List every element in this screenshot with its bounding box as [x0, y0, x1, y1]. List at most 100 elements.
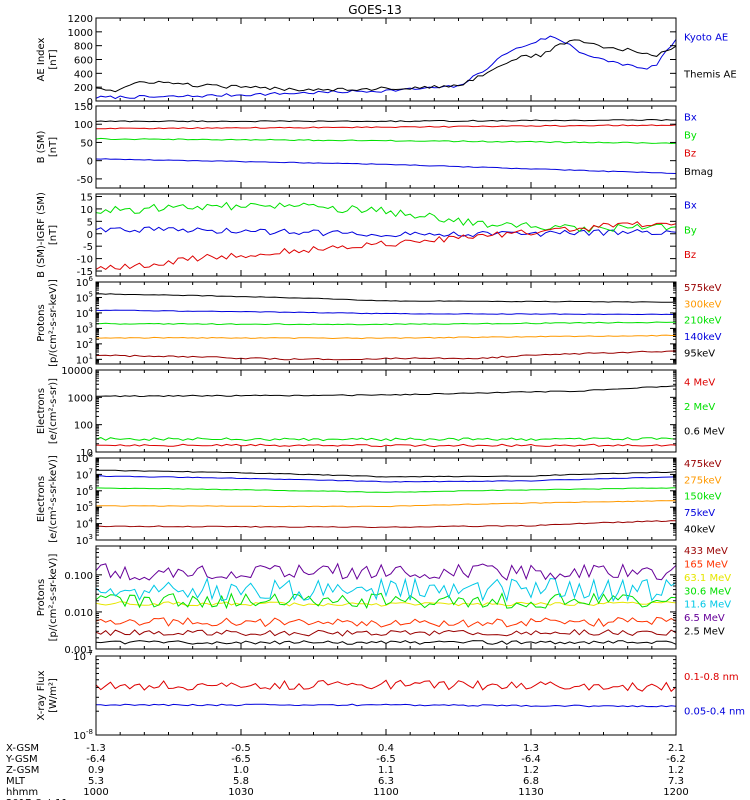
x-row-label: hhmm	[6, 787, 38, 798]
series-group	[96, 201, 676, 271]
x-tick-label: 1.1	[378, 765, 394, 776]
plot-frame	[95, 369, 677, 453]
x-tick-label: 6.3	[378, 776, 394, 787]
x-tick-label: 1.0	[233, 765, 249, 776]
series-line	[96, 703, 676, 708]
x-tick-label: 7.3	[668, 776, 684, 787]
series-line	[96, 487, 676, 493]
y-tick-base: 10	[73, 652, 86, 663]
y-tick-exponent: 3	[89, 321, 93, 329]
y-tick-base: 10	[76, 355, 89, 366]
y-axis-label: [e/(cm²-s-sr-keV)]	[48, 455, 59, 543]
y-tick-label: 100	[74, 421, 93, 432]
series-line	[96, 221, 676, 271]
legend-entry: 4 MeV	[684, 377, 715, 388]
series-line	[96, 39, 676, 93]
legend-entry: Bx	[684, 113, 697, 124]
y-axis-label: B (SM)	[36, 130, 47, 163]
series-line	[96, 385, 676, 398]
panel-bi: -15-10 -50 510 15 B (SM)-IGRF (SM) [nT] Bx By Bz	[36, 192, 697, 278]
legend-entry: 63.1 MeV	[684, 573, 731, 584]
legend-entry: 150keV	[684, 492, 722, 503]
panel-b: -50 0 50 100 150 B (SM) [nT] Bx By Bz Bmag	[36, 102, 713, 189]
y-axis-label: [e/(cm²-s-sr)]	[48, 378, 59, 444]
series-line	[96, 443, 676, 448]
x-tick-label: 0.4	[378, 743, 394, 754]
legend-entry: 2.5 MeV	[684, 626, 725, 637]
series-line	[96, 334, 676, 340]
series-line	[96, 124, 676, 130]
y-axis-label: [p/(cm²-s-sr-keV)]	[48, 279, 59, 367]
panel-e1: 10 100 1000 10000 Electrons [e/(cm²-s-sr)] 4 M…	[36, 366, 725, 459]
series-line	[96, 577, 676, 603]
y-tick-label: 100	[74, 120, 93, 131]
y-tick-label: 10000	[61, 366, 93, 377]
y-tick-label: 10	[80, 205, 93, 216]
legend-entry: 30.6 MeV	[684, 586, 731, 597]
y-tick-label: 104	[76, 306, 94, 320]
series-line	[96, 500, 676, 508]
y-axis-label: Protons	[36, 304, 47, 341]
legend-entry: Bz	[684, 250, 696, 261]
legend-entry: By	[684, 131, 697, 142]
y-tick-label: 105	[76, 500, 93, 514]
series-group	[96, 35, 676, 100]
y-axis-label: Electrons	[36, 388, 47, 434]
y-tick-label: 0	[87, 157, 93, 168]
legend-entry: 95keV	[684, 349, 715, 360]
legend-entry: 475keV	[684, 459, 722, 470]
series-line	[96, 35, 676, 100]
y-tick-base: 10	[76, 470, 89, 481]
y-axis-label: [nT]	[48, 225, 59, 245]
y-tick-label: 800	[74, 42, 93, 53]
y-tick-label: 0	[87, 230, 93, 241]
x-tick-label: 1000	[83, 787, 108, 798]
y-tick-exponent: -8	[86, 728, 93, 736]
y-axis-label: X-ray Flux	[36, 670, 47, 720]
y-axis-label: [W/m²]	[48, 678, 59, 713]
y-tick-exponent: 3	[89, 533, 93, 541]
series-line	[96, 592, 676, 610]
y-tick-label: 102	[76, 337, 93, 351]
series-line	[96, 601, 676, 607]
x-row-label: MLT	[6, 776, 26, 787]
legend-entry: 165 MeV	[684, 560, 728, 571]
x-tick-label: -6.4	[86, 754, 106, 765]
chart-title: GOES-13	[348, 3, 402, 17]
y-tick-exponent: 6	[89, 275, 94, 283]
y-tick-base: 10	[76, 503, 89, 514]
legend-entry: Bmag	[684, 167, 713, 178]
y-tick-base: 10	[76, 293, 89, 304]
legend-entry: Bx	[684, 201, 697, 212]
y-tick-label: 104	[76, 517, 94, 531]
y-tick-base: 10	[76, 278, 89, 289]
x-tick-label: -1.3	[86, 743, 106, 754]
x-tick-label: -6.5	[231, 754, 251, 765]
y-tick-label: 600	[74, 56, 93, 67]
y-axis-label: [p/(cm²-s-sr-keV)]	[48, 554, 59, 642]
x-tick-label: 0.9	[88, 765, 104, 776]
x-tick-label: 1.2	[668, 765, 684, 776]
y-tick-label: 400	[74, 69, 93, 80]
series-line	[96, 475, 676, 483]
plot-frame	[95, 105, 677, 189]
y-tick-label: 5	[87, 217, 93, 228]
legend-entry: 275keV	[684, 475, 722, 486]
legend-entry: 40keV	[684, 525, 715, 536]
series-line	[96, 616, 676, 628]
legend-entry: Bz	[684, 149, 696, 160]
x-axis-table: X-GSM -1.3 -0.5 0.4 1.3 2.1 Y-GSM -6.4 -6.5 -6.5 -…	[5, 743, 689, 800]
series-line	[96, 469, 676, 478]
x-tick-label: 2.1	[668, 743, 684, 754]
y-tick-label: 1000	[68, 393, 93, 404]
y-tick-label: 103	[76, 321, 93, 335]
y-tick-label: 105	[76, 290, 93, 304]
series-group	[96, 118, 676, 174]
y-tick-label: 150	[74, 102, 93, 113]
legend-entry: 140keV	[684, 332, 722, 343]
y-tick-label: -15	[77, 267, 93, 278]
series-group	[96, 385, 676, 448]
series-line	[96, 158, 676, 174]
panel-x: 10-810-7X-ray Flux [W/m²]0.1-0.8 nm0.05-0…	[36, 649, 745, 742]
